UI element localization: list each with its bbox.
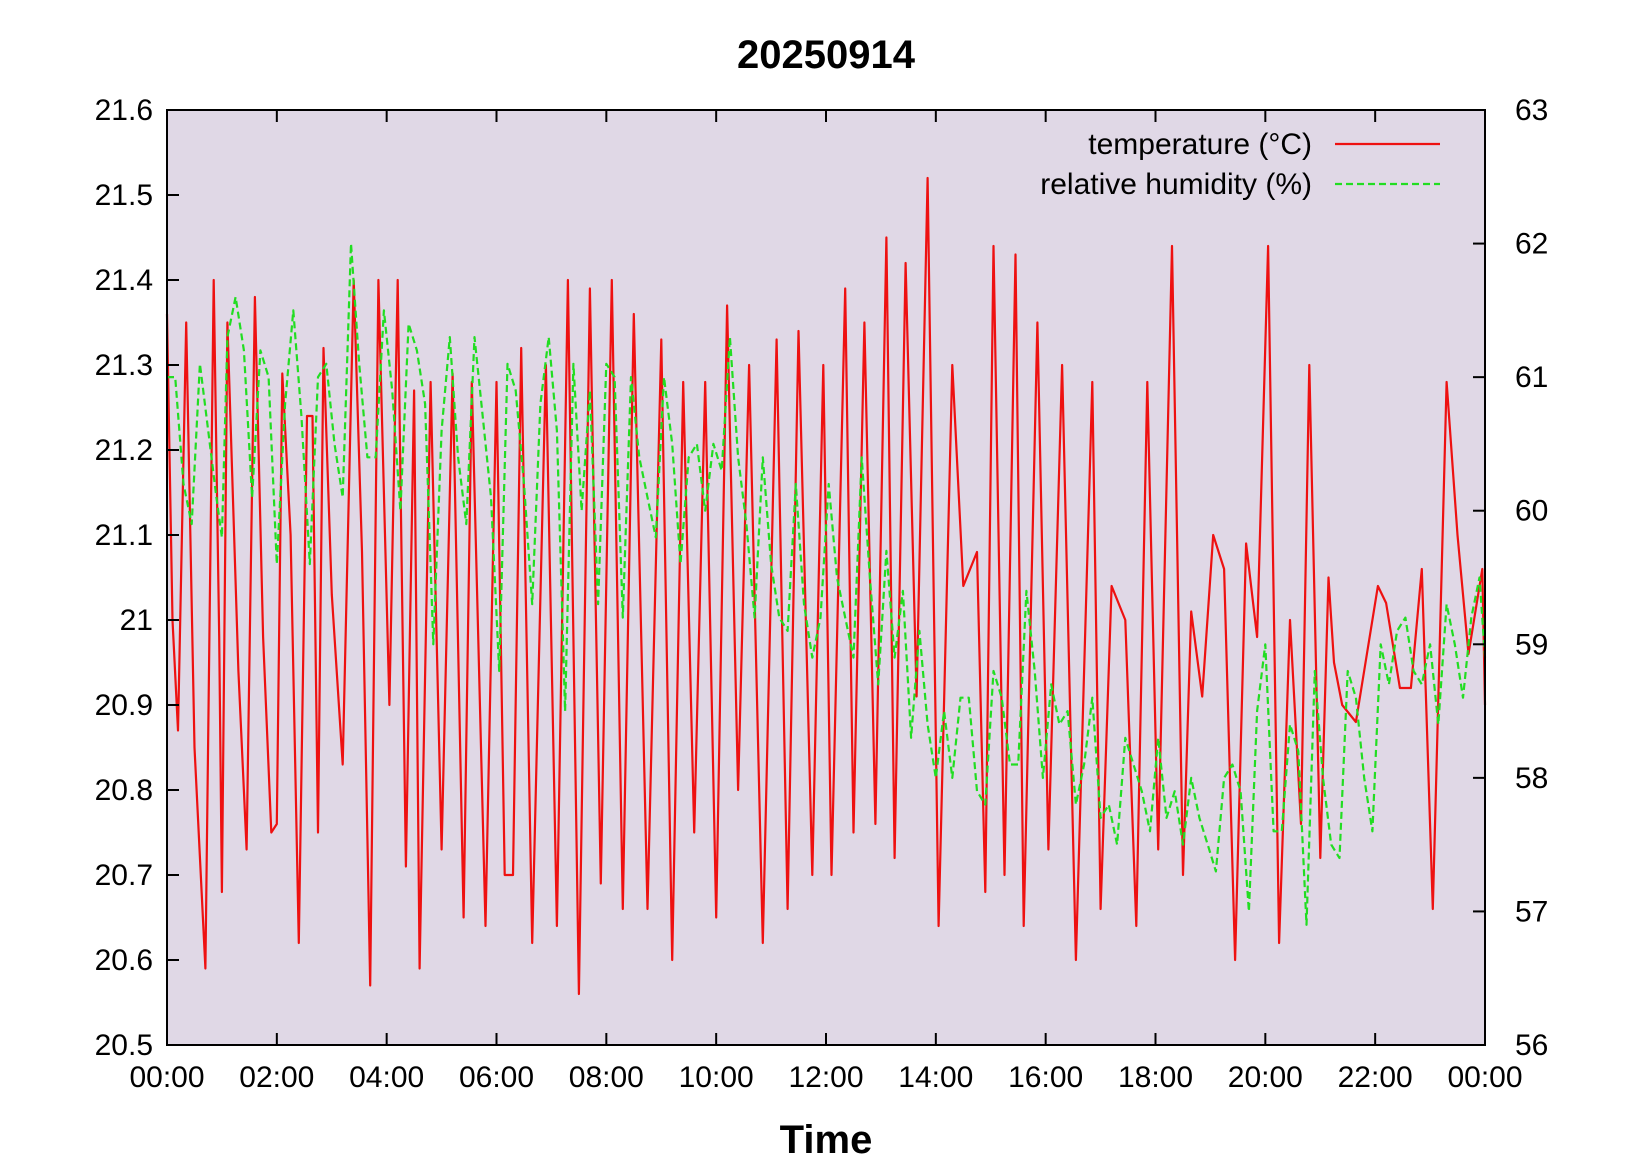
y2-tick-label: 63 <box>1515 94 1548 127</box>
y2-tick-label: 58 <box>1515 762 1548 795</box>
chart-title: 20250914 <box>737 33 916 77</box>
x-axis-label: Time <box>780 1118 873 1155</box>
x-tick-label: 04:00 <box>349 1061 424 1094</box>
y2-tick-label: 60 <box>1515 495 1548 528</box>
y-tick-label: 21.1 <box>95 519 153 552</box>
x-tick-label: 20:00 <box>1228 1061 1303 1094</box>
y-tick-label: 21.2 <box>95 434 153 467</box>
x-tick-label: 08:00 <box>569 1061 644 1094</box>
series-layer <box>165 176 1487 996</box>
y-tick-label: 20.9 <box>95 689 153 722</box>
y-tick-label: 21.4 <box>95 264 153 297</box>
x-tick-label: 16:00 <box>1008 1061 1083 1094</box>
x-tick-label: 02:00 <box>239 1061 314 1094</box>
x-tick-label: 18:00 <box>1118 1061 1193 1094</box>
y-tick-label: 21 <box>120 604 153 637</box>
x-tick-label: 00:00 <box>1447 1061 1522 1094</box>
x-tick-label: 14:00 <box>898 1061 973 1094</box>
x-tick-label: 00:00 <box>129 1061 204 1094</box>
x-tick-label: 06:00 <box>459 1061 534 1094</box>
y2-tick-label: 57 <box>1515 895 1548 928</box>
y-tick-label: 20.8 <box>95 774 153 807</box>
y-tick-label: 21.5 <box>95 179 153 212</box>
legend-label: temperature (°C) <box>1088 128 1312 161</box>
ticks-layer: 00:00 02:00 04:00 06:00 08:00 10:00 12:00 14:00… <box>95 94 1549 1094</box>
y-tick-label: 20.7 <box>95 859 153 892</box>
x-tick-label: 12:00 <box>788 1061 863 1094</box>
x-tick-label: 22:00 <box>1338 1061 1413 1094</box>
y2-tick-label: 62 <box>1515 228 1548 261</box>
y2-tick-label: 61 <box>1515 361 1548 394</box>
y-tick-label: 20.5 <box>95 1029 153 1062</box>
legend: temperature (°C) relative humidity (%) <box>1040 128 1440 201</box>
y-tick-label: 21.6 <box>95 94 153 127</box>
y-tick-label: 20.6 <box>95 944 153 977</box>
y2-tick-label: 56 <box>1515 1029 1548 1062</box>
x-tick-label: 10:00 <box>679 1061 754 1094</box>
humidity-series-line <box>167 242 1487 926</box>
legend-label: relative humidity (%) <box>1040 168 1312 201</box>
y2-tick-label: 59 <box>1515 628 1548 661</box>
temperature-series-line <box>165 176 1487 996</box>
y-tick-label: 21.3 <box>95 349 153 382</box>
